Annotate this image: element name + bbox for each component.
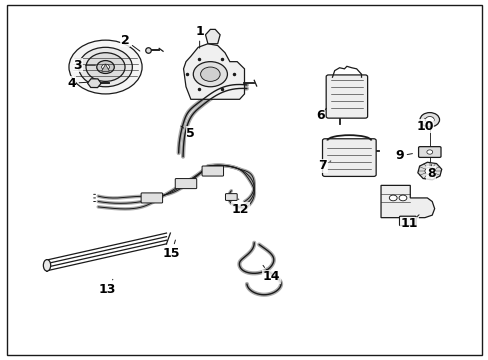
FancyBboxPatch shape bbox=[418, 147, 440, 157]
Circle shape bbox=[97, 60, 114, 73]
Text: 7: 7 bbox=[318, 159, 330, 172]
Text: 8: 8 bbox=[426, 165, 435, 180]
Text: 12: 12 bbox=[231, 199, 249, 216]
Circle shape bbox=[102, 64, 109, 70]
Text: 5: 5 bbox=[181, 126, 195, 140]
Circle shape bbox=[193, 62, 227, 87]
Polygon shape bbox=[102, 64, 109, 71]
Text: 13: 13 bbox=[98, 279, 116, 296]
Text: 14: 14 bbox=[262, 265, 280, 283]
Circle shape bbox=[79, 47, 132, 87]
FancyBboxPatch shape bbox=[322, 139, 375, 176]
Circle shape bbox=[200, 67, 220, 81]
Ellipse shape bbox=[43, 260, 51, 271]
FancyBboxPatch shape bbox=[325, 75, 367, 118]
Text: 10: 10 bbox=[415, 118, 433, 133]
Circle shape bbox=[69, 40, 142, 94]
FancyBboxPatch shape bbox=[141, 193, 162, 203]
Polygon shape bbox=[205, 30, 220, 44]
Circle shape bbox=[419, 113, 439, 127]
Polygon shape bbox=[380, 185, 434, 218]
Polygon shape bbox=[183, 44, 244, 99]
Circle shape bbox=[425, 117, 433, 123]
Circle shape bbox=[426, 150, 432, 154]
FancyBboxPatch shape bbox=[399, 216, 415, 226]
Text: 1: 1 bbox=[195, 25, 203, 48]
Circle shape bbox=[424, 167, 434, 175]
Text: 6: 6 bbox=[315, 108, 326, 122]
Circle shape bbox=[86, 53, 125, 81]
Circle shape bbox=[388, 195, 396, 201]
Circle shape bbox=[398, 195, 406, 201]
FancyBboxPatch shape bbox=[225, 194, 237, 201]
FancyBboxPatch shape bbox=[175, 179, 196, 189]
Text: 3: 3 bbox=[73, 59, 95, 72]
Text: 9: 9 bbox=[394, 149, 411, 162]
Text: 4: 4 bbox=[67, 77, 88, 90]
Text: 2: 2 bbox=[121, 33, 140, 51]
FancyBboxPatch shape bbox=[202, 166, 223, 176]
Text: 15: 15 bbox=[163, 240, 180, 260]
Text: 11: 11 bbox=[400, 215, 418, 230]
